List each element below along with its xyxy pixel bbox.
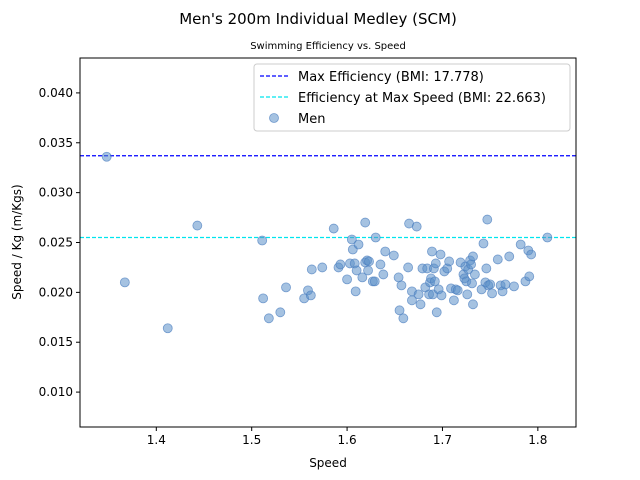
data-point	[487, 288, 497, 299]
data-point	[388, 250, 399, 261]
data-point	[492, 254, 503, 265]
data-point	[509, 281, 519, 292]
data-point	[360, 217, 371, 228]
data-point	[281, 282, 291, 293]
data-point	[407, 295, 417, 306]
data-point	[394, 305, 405, 316]
data-point	[357, 272, 368, 283]
data-point	[429, 276, 440, 287]
data-point	[403, 262, 414, 273]
data-point	[469, 269, 480, 280]
x-axis-label: Speed	[309, 456, 347, 470]
y-tick-label: 0.010	[39, 385, 73, 399]
data-point	[364, 256, 374, 267]
data-point	[436, 290, 447, 301]
data-point	[427, 246, 437, 257]
x-axis: 1.4 1.5 1.6 1.7 1.8	[147, 427, 547, 447]
data-point	[257, 235, 268, 246]
data-point	[415, 299, 426, 310]
data-point	[258, 293, 269, 304]
chart-subtitle: Swimming Efficiency vs. Speed	[250, 41, 406, 52]
data-point	[481, 263, 492, 274]
data-point	[396, 280, 407, 291]
y-tick-label: 0.035	[39, 136, 73, 150]
data-point	[430, 258, 441, 269]
data-point	[466, 259, 476, 270]
data-point	[467, 278, 477, 289]
data-point	[542, 232, 553, 243]
data-point	[452, 285, 463, 296]
data-point	[462, 289, 473, 300]
data-point	[526, 249, 537, 260]
data-point	[398, 313, 409, 324]
data-points	[101, 151, 553, 334]
data-point	[478, 238, 489, 249]
data-point	[504, 251, 515, 262]
x-tick-label: 1.6	[338, 433, 357, 447]
x-tick-label: 1.8	[528, 433, 547, 447]
data-point	[162, 323, 173, 334]
y-tick-label: 0.040	[39, 86, 73, 100]
data-point	[363, 265, 373, 276]
data-point	[378, 269, 389, 280]
x-tick-label: 1.5	[242, 433, 261, 447]
legend-box	[253, 63, 571, 132]
data-point	[468, 251, 478, 262]
data-point	[449, 295, 459, 306]
y-tick-label: 0.020	[39, 285, 73, 299]
data-point	[435, 249, 446, 260]
data-point	[375, 259, 386, 270]
data-point	[101, 151, 112, 162]
data-point	[351, 265, 362, 276]
data-point	[515, 239, 526, 250]
data-point	[524, 271, 535, 282]
chart-title: Men's 200m Individual Medley (SCM)	[179, 10, 457, 28]
data-point	[335, 259, 346, 270]
data-point	[328, 223, 339, 234]
data-point	[192, 220, 203, 231]
data-point	[346, 234, 357, 245]
data-point	[444, 256, 455, 267]
y-tick-label: 0.015	[39, 335, 73, 349]
data-point	[485, 279, 496, 290]
data-point	[431, 307, 442, 318]
data-point	[380, 246, 391, 257]
reference-lines	[80, 155, 576, 239]
data-point	[350, 286, 361, 297]
legend-label-max-efficiency: Max Efficiency (BMI: 17.778)	[298, 70, 484, 85]
legend: Max Efficiency (BMI: 17.778) Efficiency …	[253, 63, 571, 132]
data-point	[305, 290, 316, 301]
data-point	[306, 264, 317, 275]
data-point	[342, 274, 352, 285]
data-point	[353, 239, 364, 250]
data-point	[500, 279, 511, 290]
data-point	[468, 299, 478, 310]
data-point	[119, 277, 130, 288]
y-axis-label: Speed / Kg (m/Kgs)	[10, 184, 24, 299]
data-point	[413, 289, 424, 300]
data-point	[263, 313, 274, 324]
x-tick-label: 1.4	[147, 433, 166, 447]
y-tick-label: 0.025	[39, 236, 73, 250]
legend-label-men: Men	[298, 112, 325, 127]
y-tick-label: 0.030	[39, 186, 73, 200]
legend-marker-men	[269, 113, 279, 123]
data-point	[317, 262, 328, 273]
data-point	[482, 214, 493, 225]
data-point	[411, 221, 422, 232]
y-axis: 0.010 0.015 0.020 0.025 0.030 0.035 0.040	[39, 86, 80, 399]
data-point	[275, 307, 286, 318]
data-point	[370, 232, 381, 243]
x-tick-label: 1.7	[433, 433, 452, 447]
legend-label-efficiency-at-max-speed: Efficiency at Max Speed (BMI: 22.663)	[298, 91, 546, 106]
data-point	[369, 276, 380, 287]
